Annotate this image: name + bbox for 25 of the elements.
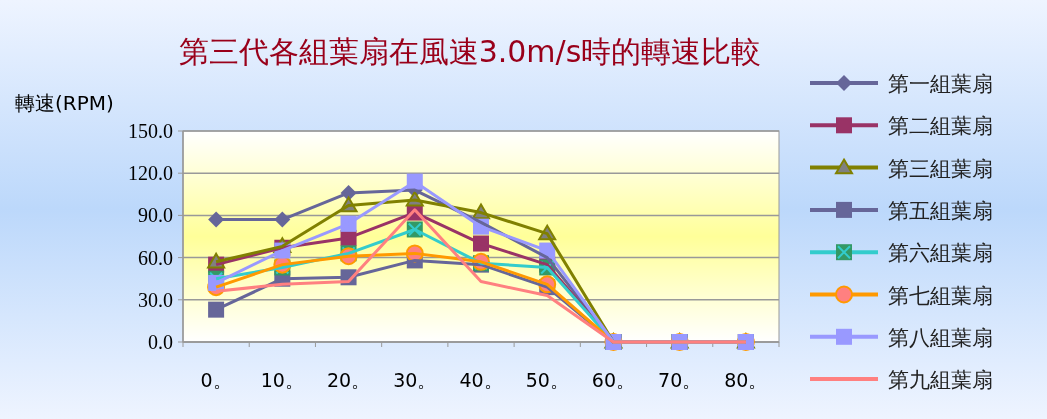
y-tick-label: 120.0: [128, 162, 173, 185]
x-tick-label: 0。: [200, 369, 232, 391]
y-axis-title: 轉速(RPM): [15, 91, 114, 115]
x-tick-label: 20。: [326, 369, 371, 391]
x-tick-label: 10。: [260, 369, 304, 391]
x-tick-label: 40。: [459, 369, 503, 391]
legend-label: 第一組葉扇: [888, 72, 993, 96]
y-tick-label: 90.0: [138, 204, 173, 227]
legend-label: 第五組葉扇: [888, 198, 993, 223]
y-tick-label: 30.0: [138, 288, 173, 311]
legend-label: 第九組葉扇: [888, 368, 993, 393]
chart-title: 第三代各組葉扇在風速3.0m/s時的轉速比較: [178, 34, 762, 69]
legend-label: 第八組葉扇: [888, 325, 993, 350]
y-tick-label: 150.0: [128, 120, 173, 142]
x-tick-label: 30。: [393, 369, 437, 391]
legend-label: 第七組葉扇: [888, 283, 993, 308]
y-tick-label: 60.0: [138, 246, 173, 269]
x-tick-label: 80。: [724, 369, 768, 391]
legend-label: 第六組葉扇: [888, 241, 993, 266]
y-tick-label: 0.0: [148, 331, 173, 353]
legend-label: 第二組葉扇: [888, 114, 993, 139]
x-tick-label: 70。: [658, 369, 702, 391]
x-tick-label: 50。: [525, 369, 569, 391]
x-tick-label: 60。: [591, 369, 636, 391]
legend-label: 第三組葉扇: [888, 156, 993, 181]
